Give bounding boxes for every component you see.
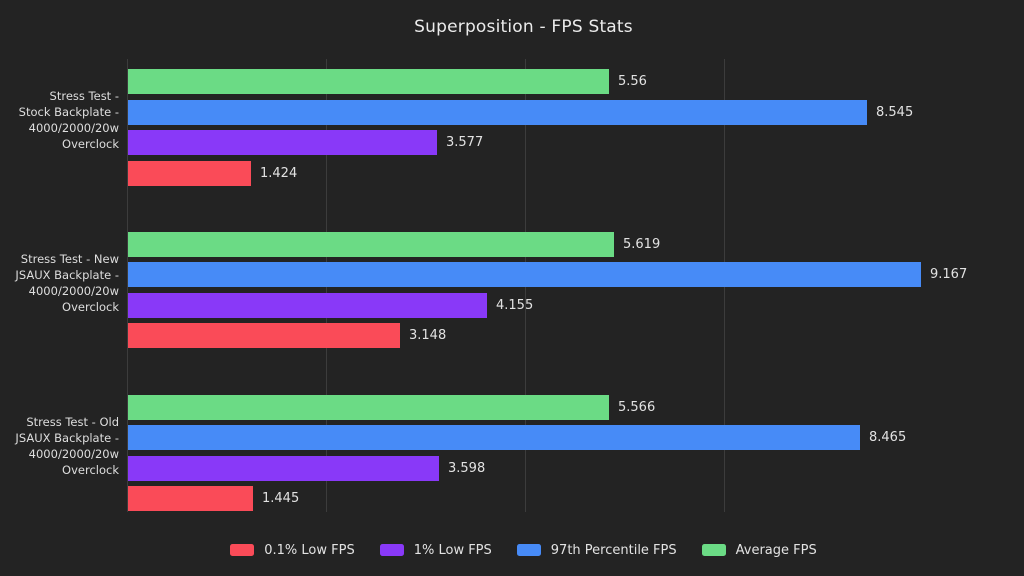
legend-swatch-average-fps: [701, 544, 726, 556]
legend-label: 0.1% Low FPS: [264, 542, 355, 558]
bar-value-label: 4.155: [496, 297, 534, 313]
legend-label: 1% Low FPS: [413, 542, 492, 558]
bar-0-1-low-fps-group1: [128, 160, 251, 186]
category-label-group2: Stress Test - New JSAUX Backplate - 4000…: [0, 232, 119, 349]
legend-label: Average FPS: [735, 542, 817, 558]
bar-value-label: 3.577: [446, 135, 484, 150]
bar-value-label: 5.56: [618, 74, 647, 89]
legend-item-1-low-fps: 1% Low FPS: [379, 542, 492, 558]
bar-97th-percentile-fps-group1: [128, 99, 867, 125]
legend-swatch-97th-percentile-fps: [516, 544, 541, 556]
bar-0-1-low-fps-group3: [128, 486, 253, 511]
bar-97th-percentile-fps-group2: [128, 262, 921, 288]
legend-item-average-fps: Average FPS: [701, 542, 817, 558]
bar-average-fps-group1: [128, 69, 609, 94]
bar-value-label: 8.465: [869, 430, 907, 445]
bar-value-label: 1.424: [260, 165, 298, 181]
bar-value-label: 8.545: [876, 104, 914, 120]
bar-value-label: 3.148: [409, 328, 447, 344]
category-label-group3: Stress Test - Old JSAUX Backplate - 4000…: [0, 395, 119, 512]
category-label-text: Stress Test - Old JSAUX Backplate - 4000…: [15, 414, 119, 477]
plot-area: 5.56 8.545 3.577 1.424 5.619 9.167 4.155 3.148 5…: [127, 59, 1014, 512]
legend: 0.1% Low FPS 1% Low FPS 97th Percentile FP…: [127, 541, 920, 559]
legend-item-97th-percentile-fps: 97th Percentile FPS: [516, 542, 677, 558]
category-label-text: Stress Test - New JSAUX Backplate - 4000…: [15, 252, 119, 314]
legend-swatch-0-1-low-fps: [230, 544, 255, 556]
bar-value-label: 5.566: [618, 399, 656, 415]
bar-value-label: 3.598: [448, 460, 486, 476]
chart-title: Superposition - FPS Stats: [414, 17, 633, 37]
legend-swatch-1-low-fps: [379, 544, 404, 556]
bar-1-low-fps-group3: [128, 455, 439, 481]
category-label-text: Stress Test - Stock Backplate - 4000/200…: [18, 89, 119, 152]
bar-average-fps-group3: [128, 394, 609, 420]
bar-1-low-fps-group1: [128, 130, 437, 155]
bar-average-fps-group2: [128, 231, 614, 257]
bar-1-low-fps-group2: [128, 292, 487, 318]
legend-label: 97th Percentile FPS: [550, 542, 677, 558]
legend-item-0-1-low-fps: 0.1% Low FPS: [230, 542, 355, 558]
bar-value-label: 5.619: [623, 236, 661, 252]
bar-value-label: 9.167: [930, 267, 968, 283]
bar-value-label: 1.445: [262, 491, 300, 506]
y-axis-line: [127, 59, 128, 512]
bar-0-1-low-fps-group2: [128, 323, 400, 349]
bar-97th-percentile-fps-group3: [128, 425, 860, 450]
category-label-group1: Stress Test - Stock Backplate - 4000/200…: [0, 69, 119, 186]
